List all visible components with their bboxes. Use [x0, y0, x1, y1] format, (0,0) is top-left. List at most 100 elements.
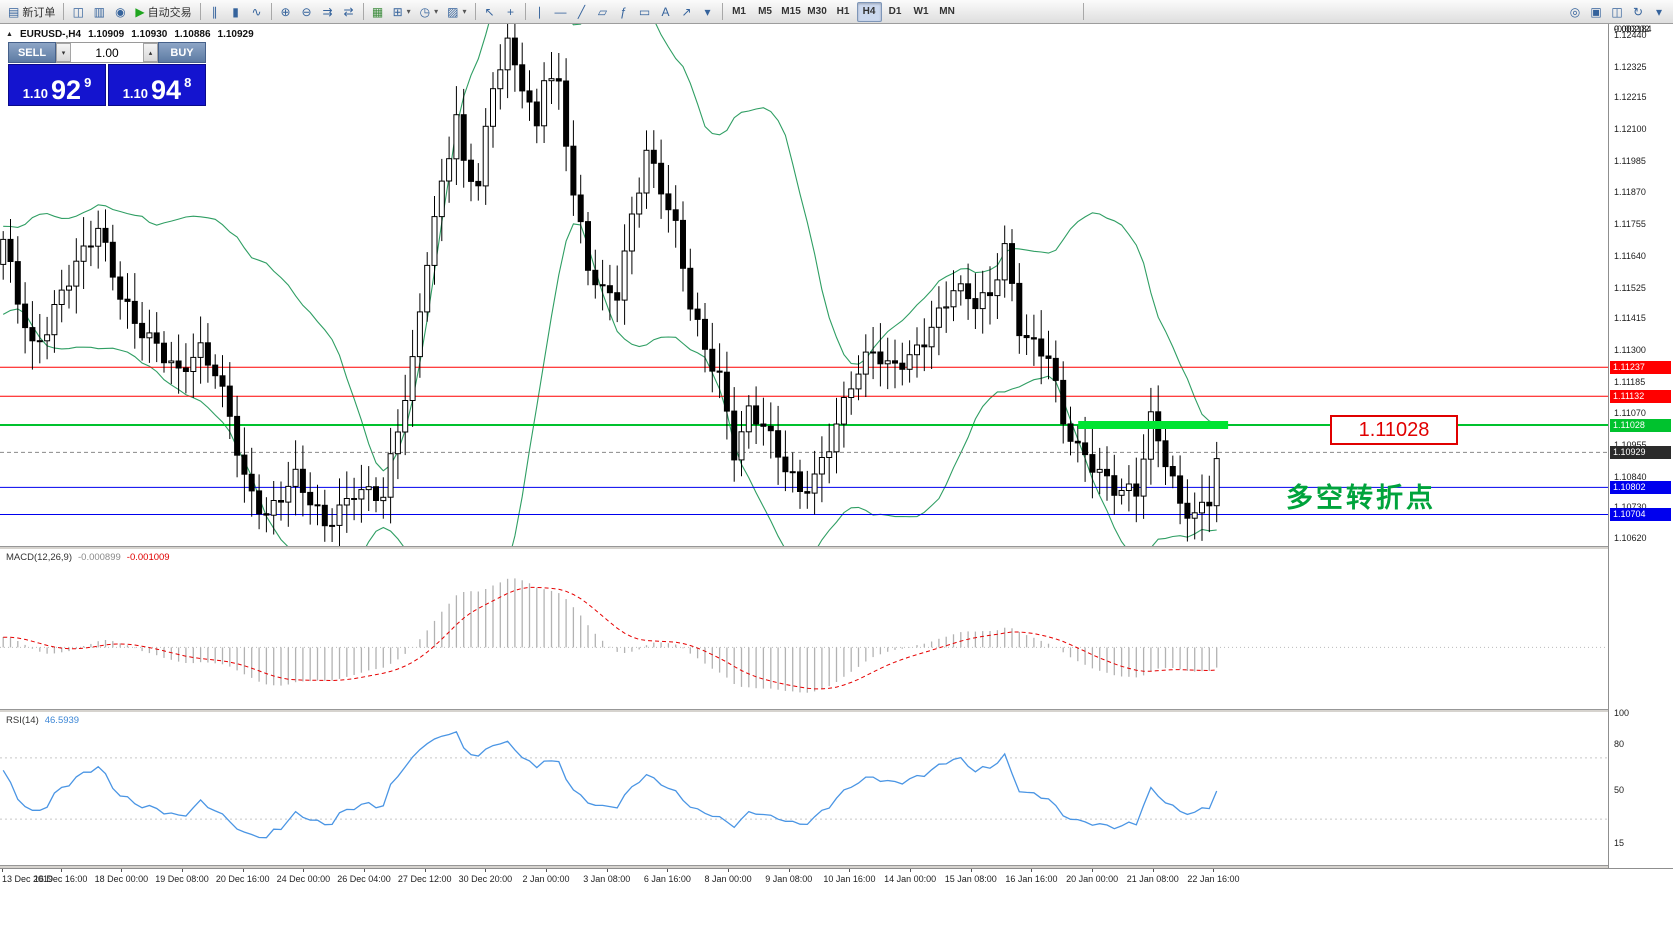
toolbar-overflow-button[interactable]: ▾ — [1649, 2, 1669, 22]
arrow-button[interactable]: ↗ — [677, 2, 697, 22]
tile-windows-button-icon: ▦ — [371, 4, 384, 19]
timeframe-h4-label: H4 — [862, 6, 876, 17]
timeframe-m15[interactable]: M15 — [779, 2, 804, 22]
alerts-button[interactable]: ◉ — [110, 2, 130, 22]
periods-button[interactable]: ◷ ▾ — [416, 2, 443, 22]
timeframe-w1[interactable]: W1 — [909, 2, 934, 22]
rsi-axis-tick: 15 — [1614, 838, 1625, 849]
candle-body — [424, 264, 431, 313]
candle-body — [482, 125, 489, 187]
auto-scroll-button[interactable]: ⇉ — [318, 2, 338, 22]
candle-body — [453, 114, 460, 160]
auto-trading-button[interactable]: ▶ 自动交易 — [131, 2, 195, 22]
volume-decrease-button[interactable]: ▾ — [56, 43, 71, 62]
time-axis-label: 14 Jan 00:00 — [884, 874, 937, 884]
window-list-button[interactable]: ◫ — [1607, 2, 1627, 22]
bar-chart-button[interactable]: ∥ — [205, 2, 225, 22]
timeframe-d1[interactable]: D1 — [883, 2, 908, 22]
line-chart-button[interactable]: ∿ — [247, 2, 267, 22]
candle-body — [204, 342, 211, 366]
volume-increase-button[interactable]: ▴ — [143, 43, 158, 62]
sell-button[interactable]: SELL — [8, 42, 56, 63]
macd-pane[interactable]: MACD(12,26,9) -0.000899 -0.001009 — [0, 549, 1608, 709]
rsi-chart[interactable] — [0, 712, 1608, 865]
timeframe-m1-label: M1 — [732, 6, 746, 17]
new-order-button[interactable]: ▤ 新订单 — [4, 2, 59, 22]
zoom-out-button[interactable]: ⊖ — [297, 2, 317, 22]
candle-body — [884, 360, 891, 365]
time-axis[interactable]: 13 Dec 2019 16 Dec 16:00 18 Dec 00:00 19 De… — [0, 868, 1673, 888]
candle-body — [1082, 442, 1089, 456]
window-list-button-icon: ◫ — [1611, 4, 1623, 19]
candlestick-chart[interactable] — [0, 24, 1608, 546]
macd-chart[interactable] — [0, 549, 1608, 709]
refresh-button[interactable]: ↻ — [1628, 2, 1648, 22]
sell-price-button[interactable]: 1.10 92 9 — [8, 64, 106, 106]
time-axis-label: 8 Jan 00:00 — [704, 874, 752, 884]
timeframe-h4[interactable]: H4 — [856, 1, 882, 22]
templates-button[interactable]: ▨ ▾ — [443, 2, 470, 22]
toolbar-separator — [362, 3, 364, 20]
candle-body — [789, 471, 796, 474]
buy-price-button[interactable]: 1.10 94 8 — [108, 64, 206, 106]
zoom-in-button[interactable]: ⊕ — [276, 2, 296, 22]
shapes-button[interactable]: ▭ — [635, 2, 655, 22]
time-axis-tick — [60, 869, 62, 872]
search-button[interactable]: ◎ — [1565, 2, 1585, 22]
data-window-button[interactable]: ▥ — [89, 2, 109, 22]
candle-body — [36, 340, 43, 343]
macd-label: MACD(12,26,9) -0.000899 -0.001009 — [6, 552, 170, 563]
candle-body — [782, 456, 789, 473]
candle-body — [1140, 458, 1147, 497]
bar-chart-button-icon: ∥ — [211, 4, 218, 19]
fibonacci-button[interactable]: ƒ — [614, 2, 634, 22]
market-watch-button[interactable]: ◫ — [68, 2, 88, 22]
zoom-out-button-icon: ⊖ — [301, 4, 312, 19]
text-button[interactable]: A — [656, 2, 676, 22]
buy-button[interactable]: BUY — [158, 42, 206, 63]
cursor-button[interactable]: ↖ — [480, 2, 500, 22]
price-axis-tick: 1.12440 — [1614, 30, 1647, 41]
macd-signal-value: -0.001009 — [126, 552, 170, 563]
channel-button[interactable]: ▱ — [593, 2, 613, 22]
timeframe-h1[interactable]: H1 — [831, 2, 856, 22]
candle-body — [1213, 458, 1220, 507]
candle-body — [402, 400, 409, 433]
candle-body — [577, 194, 584, 223]
candle-body — [979, 292, 986, 310]
candle-body — [270, 500, 277, 516]
time-axis-label: 20 Jan 00:00 — [1066, 874, 1119, 884]
chart-symbol-period: EURUSD-,H4 — [19, 29, 82, 40]
volume-input[interactable] — [71, 43, 143, 62]
sell-price-pips: 92 — [51, 74, 82, 105]
new-chart-button[interactable]: ▣ — [1586, 2, 1606, 22]
chart-shift-button[interactable]: ⇄ — [339, 2, 359, 22]
more-tools-button[interactable]: ▾ — [698, 2, 718, 22]
price-axis[interactable]: 1.12440 1.12325 1.12215 1.12100 1.11985 1.118… — [1608, 24, 1673, 888]
price-axis-tick: 1.11300 — [1614, 344, 1646, 355]
crosshair-button[interactable]: + — [501, 2, 521, 22]
timeframe-m30[interactable]: M30 — [805, 2, 830, 22]
candle-body — [278, 500, 284, 503]
main-chart-pane[interactable]: ▲ EURUSD-,H4 1.10909 1.10930 1.10886 1.1… — [0, 24, 1608, 546]
candle-body — [504, 37, 511, 71]
horizontal-line-button[interactable]: ― — [551, 2, 571, 22]
price-tag: 1.10802 — [1610, 480, 1671, 494]
candle-body — [336, 504, 343, 526]
rsi-pane[interactable]: RSI(14) 46.5939 — [0, 712, 1608, 865]
sell-price-point: 9 — [84, 75, 92, 90]
price-axis-tick: 1.11070 — [1614, 408, 1646, 419]
trendline-button[interactable]: ╱ — [572, 2, 592, 22]
tile-windows-button[interactable]: ▦ — [368, 2, 388, 22]
vertical-line-button[interactable]: ∣ — [530, 2, 550, 22]
new-chart-button-icon: ▣ — [1590, 4, 1602, 19]
candle-body — [131, 300, 138, 324]
candlestick-chart-button[interactable]: ▮ — [226, 2, 246, 22]
timeframe-m5[interactable]: M5 — [753, 2, 778, 22]
price-axis-tick: 1.11985 — [1614, 155, 1646, 166]
timeframe-m1[interactable]: M1 — [727, 2, 752, 22]
indicators-button[interactable]: ⊞ ▾ — [389, 2, 415, 22]
time-axis-tick — [849, 869, 851, 872]
timeframe-mn[interactable]: MN — [935, 2, 960, 22]
one-click-collapse-icon[interactable]: ▲ — [6, 31, 13, 38]
